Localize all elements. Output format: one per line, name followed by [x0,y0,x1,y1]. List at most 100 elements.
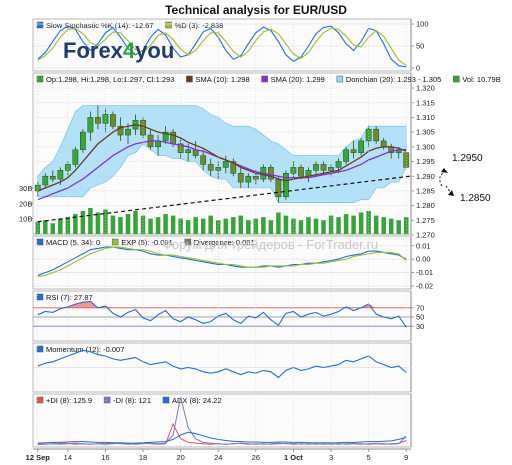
candle-body [252,175,259,180]
level-label-lower: 1.2850 [460,193,491,204]
candle-body [230,161,237,174]
volume-bar [185,220,191,234]
svg-text:Forex4you: Forex4you [63,38,174,63]
y-tick-label: 30 [416,322,424,331]
volume-bar [336,217,341,234]
legend-swatch [111,238,119,246]
series-line-exp [37,246,407,278]
series-line-rsi [37,300,407,328]
chart-title: Technical analysis for EUR/USD [165,3,347,17]
candle-body [110,114,116,127]
candle-body [358,140,365,153]
logo-forex: Forex [63,38,124,63]
y-tick-label: 0 [416,64,420,73]
candle-body [117,125,124,136]
legend-label: +DI (8): 125.9 [46,396,92,405]
candle-body [79,131,86,150]
y-tick-label: 0.01 [416,241,431,250]
volume-bar [80,211,86,234]
legend-swatch [36,396,44,404]
volume-bar [328,215,334,234]
volume-bar [200,218,206,234]
candle-body [313,164,319,171]
y-tick-label: 1.305 [416,128,435,137]
series-line-macd [37,246,407,276]
candle-body [328,167,334,171]
volume-bar [246,220,251,234]
volume-bar [155,217,161,234]
series-line-minus-di [37,396,407,445]
volume-bar [321,220,326,234]
legend-swatch [184,238,191,246]
candle-body [380,140,387,148]
volume-bar [231,217,236,234]
panel-dmi: +DI (8): 125.9 -DI (8): 121 ADX (8): 24.22 [32,393,412,448]
legend-swatch [36,75,44,83]
volume-bar [313,218,319,234]
y-tick-label: -0.02 [416,282,433,291]
watermark: Форум для трейдеров - ForTrader.ru [162,237,378,252]
volume-bar [65,217,71,234]
level-arrowhead-lower [448,190,454,196]
forex4you-logo: Forex4you [63,38,174,63]
legend-label: SMA (10): 1.298 [195,75,249,84]
legend-label: Divergence: 0.001 [194,238,255,247]
y-tick-label: 1.290 [416,172,435,181]
legend-label: Vol: 10.79B [462,75,500,84]
x-tick-label: 20 [176,453,184,462]
logo-you: you [135,38,174,63]
candle-body [125,128,131,136]
volume-bar [208,215,213,234]
volume-bar [170,215,176,234]
level-annotations: 1.2950 1.2850 [439,153,491,204]
volume-bar [351,215,356,234]
candle-body [87,117,94,133]
volume-bar [298,220,304,234]
volume-bar [110,215,116,234]
x-tick-label: 12 Sep [26,453,51,462]
legend-swatch [36,345,44,353]
volume-tick-label: 20B [19,199,32,208]
candle-body [343,149,349,162]
logo-4: 4 [123,38,136,63]
series-line-pct-k [37,25,407,68]
volume-bar [73,214,78,234]
volume-bar [58,218,63,234]
y-tick-label: 1.295 [416,157,435,166]
y-tick-label: 1.315 [416,98,435,107]
legend-label: Slow Stochastic %K (14): -12.67 [46,21,154,30]
legend-swatch [36,21,44,29]
volume-bar [50,223,56,234]
y-tick-label: 50 [416,42,424,51]
y-tick-label: 1.320 [416,84,435,93]
x-tick-label: 16 [101,453,109,462]
panel-frame [32,235,412,290]
rsi-overbought-fill [37,301,407,308]
legend-swatch [453,75,460,83]
legend-swatch [165,21,172,29]
candle-body [200,155,207,165]
volume-bar [276,212,281,234]
volume-bar [125,214,131,234]
panel-frame [32,290,412,342]
legend-swatch [36,293,44,301]
legend-label: %D (3): -2.838 [175,21,224,30]
panel-momentum: Momentum (12): -0.007 [32,342,412,393]
x-tick-label: 5 [367,453,371,462]
volume-bar [373,215,379,234]
panels: Slow Stochastic %K (14): -12.67 %D (3): -… [19,18,501,462]
candle-body [185,149,192,153]
legend-label: Momentum (12): -0.007 [46,345,124,354]
volume-bar [148,218,153,234]
panel-price: Op:1.298, Hi:1.298, Lo:1.297, Cl:1.293 SM… [19,72,501,240]
y-tick-label: 1.310 [416,113,435,122]
legend-swatch [36,238,44,246]
series-line-adx [37,431,407,444]
level-arrowhead-upper [441,168,448,173]
level-label-upper: 1.2950 [452,153,483,164]
candle-body [42,175,49,186]
candle-body [245,175,252,183]
candle-body [283,173,289,198]
candle-body [290,167,297,174]
